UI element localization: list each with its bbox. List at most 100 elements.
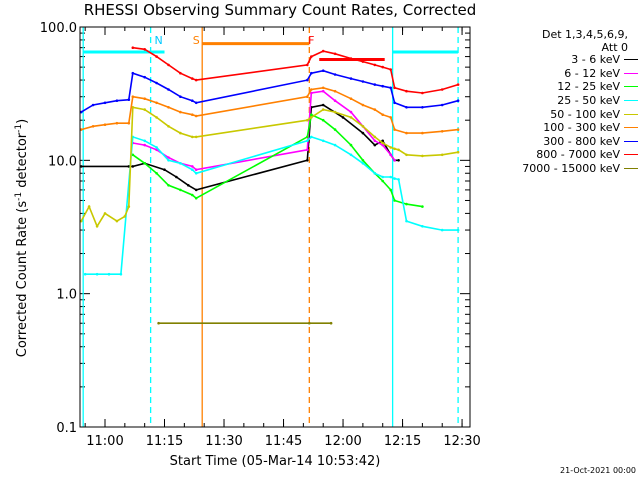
legend-entry-100-300-kev: 100 - 300 keV — [480, 121, 638, 135]
series-point-50-100-kev — [155, 116, 158, 119]
x-tick-labels: 11:00 11:15 11:30 11:45 12:00 12:15 12:30 — [86, 434, 481, 449]
series-point-800-7000-kev — [321, 49, 325, 53]
series-point-50-100-kev — [79, 219, 83, 223]
series-point-25-50-kev — [397, 178, 400, 181]
series-point-800-7000-kev — [155, 55, 158, 58]
series-point-800-7000-kev — [194, 78, 198, 82]
series-point-12-25-kev — [321, 118, 325, 122]
series-point-3-6-kev — [373, 143, 377, 147]
series-point-25-50-kev — [95, 272, 99, 276]
x-tick-label-11-45: 11:45 — [265, 434, 302, 449]
series-point-100-300-kev — [333, 89, 337, 93]
series-point-6-12-kev — [191, 165, 194, 168]
x-tick-label-12-30: 12:30 — [443, 434, 480, 449]
series-point-6-12-kev — [194, 168, 198, 171]
series-point-12-25-kev — [393, 199, 396, 202]
series-point-100-300-kev — [361, 103, 365, 107]
series-point-800-7000-kev — [179, 71, 182, 75]
series-point-100-300-kev — [179, 110, 182, 114]
series-point-25-50-kev — [393, 177, 396, 180]
series-point-100-300-kev — [155, 101, 158, 105]
x-axis-label: Start Time (05-Mar-14 10:53:42) — [169, 454, 381, 469]
series-point-12-25-kev — [361, 159, 365, 162]
legend-entry-12-25-kev: 12 - 25 keV — [480, 80, 638, 94]
chart-title: RHESSI Observing Summary Count Rates, Co… — [83, 1, 477, 19]
legend-entry-6-12-kev: 6 - 12 keV — [480, 67, 638, 81]
series-point-12-25-kev — [381, 179, 385, 183]
series-point-12-25-kev — [306, 135, 309, 139]
y-axis-label-sup-2: -1 — [13, 123, 24, 133]
series-point-25-50-kev — [179, 162, 182, 165]
legend-label: 6 - 12 keV — [564, 66, 620, 80]
series-point-50-100-kev — [389, 146, 393, 149]
series-point-300-800-kev — [131, 71, 135, 75]
series-point-3-6-kev — [306, 159, 309, 162]
series-point-3-6-kev — [381, 139, 385, 143]
series-point-25-50-kev — [321, 139, 325, 143]
series-point-50-100-kev — [306, 118, 309, 122]
series-point-800-7000-kev — [421, 91, 424, 95]
series-point-800-7000-kev — [405, 89, 408, 93]
series-point-300-800-kev — [373, 83, 377, 86]
series-line-300-800-kev — [80, 69, 459, 113]
series-point-800-7000-kev — [333, 52, 337, 56]
y-tick-label-0-1: 0.1 — [56, 421, 77, 436]
series-point-25-50-kev — [83, 272, 87, 276]
series-point-800-7000-kev — [349, 57, 353, 60]
y-tick-label-1-0: 1.0 — [56, 288, 77, 303]
series-point-100-300-kev — [405, 131, 408, 135]
series-point-50-100-kev — [179, 131, 182, 135]
series-point-25-50-kev — [421, 225, 424, 228]
x-tick-label-11-30: 11:30 — [205, 434, 242, 449]
series-point-6-12-kev — [373, 139, 377, 143]
series-point-300-800-kev — [306, 78, 309, 82]
series-point-300-800-kev — [361, 80, 365, 83]
legend-swatch — [624, 72, 638, 74]
y-axis-label-mid: detector — [15, 132, 31, 192]
series-point-100-300-kev — [373, 108, 377, 111]
series-point-100-300-kev — [440, 130, 444, 133]
legend-label: 800 - 7000 keV — [536, 148, 620, 162]
series-point-12-25-kev — [333, 128, 337, 131]
series-point-300-800-kev — [389, 86, 393, 90]
series-point-25-50-kev — [440, 228, 444, 232]
series-point-300-800-kev — [103, 101, 107, 105]
series-point-50-100-kev — [440, 153, 444, 157]
x-tick-label-12-15: 12:15 — [384, 434, 421, 449]
series-point-6-12-kev — [389, 153, 393, 157]
series-point-300-800-kev — [393, 101, 396, 105]
series-point-6-12-kev — [393, 159, 396, 162]
series-point-50-100-kev — [456, 150, 460, 154]
series-point-800-7000-kev — [440, 88, 444, 91]
marker-s: S — [193, 34, 200, 47]
plot-frame — [79, 26, 471, 428]
series-point-25-50-kev — [310, 135, 313, 139]
series-point-3-6-kev — [187, 184, 190, 187]
series-point-3-6-kev — [321, 103, 325, 107]
series-point-100-300-kev — [103, 123, 107, 126]
series-point-300-800-kev — [333, 73, 337, 76]
series-point-50-100-kev — [381, 141, 385, 145]
series-point-50-100-kev — [405, 153, 408, 157]
series-line-25-50-kev — [85, 135, 459, 275]
series-point-50-100-kev — [194, 135, 198, 139]
series-point-300-800-kev — [115, 99, 119, 102]
series-point-6-12-kev — [143, 143, 146, 147]
series-point-12-25-kev — [131, 153, 135, 157]
series-point-300-800-kev — [310, 71, 313, 75]
series-point-300-800-kev — [349, 77, 353, 80]
y-axis-label: Corrected Count Rate (s-1 detector-1) — [14, 119, 30, 357]
series-point-800-7000-kev — [381, 65, 385, 69]
series-point-25-50-kev — [373, 172, 377, 175]
series-point-7000-15000-kev — [157, 321, 160, 325]
series-point-12-25-kev — [389, 188, 393, 192]
series-point-300-800-kev — [381, 84, 385, 88]
series-point-50-100-kev — [373, 135, 377, 139]
series-point-100-300-kev — [393, 128, 396, 131]
series-point-50-100-kev — [95, 225, 99, 228]
series-point-50-100-kev — [115, 219, 119, 223]
series-point-800-7000-kev — [310, 55, 313, 58]
series-point-3-6-kev — [79, 165, 83, 168]
series-point-7000-15000-kev — [329, 321, 333, 325]
series-point-300-800-kev — [91, 103, 95, 107]
